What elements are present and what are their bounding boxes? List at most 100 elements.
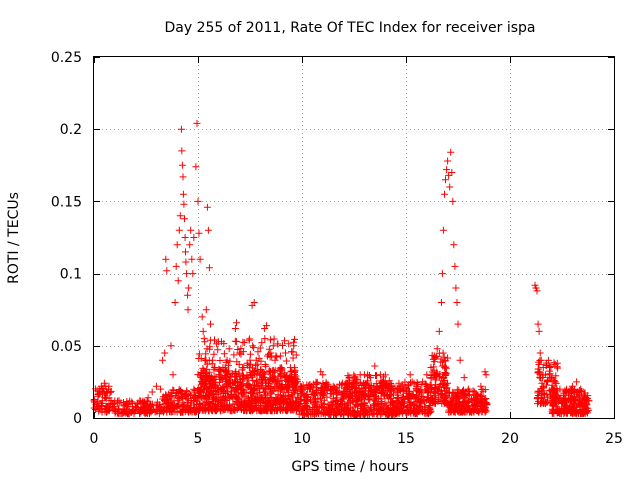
data-point (264, 377, 272, 385)
data-point (250, 381, 258, 389)
data-point (292, 351, 300, 359)
y-tick-label: 0 (73, 411, 82, 427)
data-point (116, 409, 124, 417)
data-point (269, 399, 277, 407)
data-point (267, 336, 274, 344)
data-point (181, 234, 189, 241)
data-point (177, 125, 185, 133)
data-point (236, 383, 244, 391)
data-point (176, 407, 184, 415)
data-point (249, 377, 257, 385)
data-point (535, 327, 543, 335)
data-point (193, 119, 201, 127)
data-point (194, 370, 202, 378)
y-tick-label: 0.2 (60, 122, 82, 138)
data-points (90, 119, 593, 419)
data-point (260, 397, 268, 405)
data-point (237, 402, 245, 410)
data-point (273, 353, 281, 361)
data-point (148, 388, 156, 396)
x-tick-label: 15 (397, 431, 415, 447)
data-point (211, 402, 219, 410)
data-point (169, 403, 177, 411)
data-point (270, 335, 278, 343)
data-point (454, 320, 462, 328)
data-point (281, 337, 288, 345)
tick-labels: 0 5 10 15 20 25 0 0.05 0.1 0.15 0.2 0.25 (51, 50, 623, 447)
data-point (205, 405, 213, 413)
data-point (460, 374, 468, 382)
data-point (250, 367, 258, 375)
data-point (202, 306, 210, 314)
data-point (236, 349, 244, 357)
data-point (240, 388, 247, 396)
data-point (225, 380, 232, 388)
data-point (250, 344, 258, 352)
data-point (269, 366, 277, 374)
data-point (232, 368, 240, 376)
data-point (185, 284, 193, 292)
data-point (291, 387, 299, 395)
data-point (261, 361, 269, 368)
data-point (103, 389, 111, 397)
data-point (175, 226, 183, 234)
data-point (195, 355, 203, 362)
data-point (440, 353, 448, 361)
data-point (187, 226, 195, 234)
data-point (237, 350, 245, 358)
data-point (94, 398, 102, 406)
data-point (182, 248, 189, 256)
data-point (231, 407, 239, 414)
data-point (218, 338, 225, 346)
data-point (214, 346, 222, 354)
data-point (290, 364, 298, 372)
data-point (208, 380, 216, 388)
data-point (231, 325, 239, 332)
data-point (299, 389, 307, 397)
data-point (255, 385, 263, 393)
data-point (280, 398, 288, 406)
data-point (178, 161, 186, 169)
data-point (439, 226, 447, 234)
x-tick-label: 5 (194, 431, 203, 447)
data-point (277, 384, 285, 392)
data-point (195, 229, 203, 237)
data-point (103, 405, 111, 413)
data-point (271, 356, 279, 364)
data-point (172, 262, 180, 270)
data-point (167, 342, 175, 350)
x-tick-label: 20 (501, 431, 519, 447)
data-point (221, 372, 229, 379)
data-point (435, 327, 443, 335)
data-point (281, 395, 289, 403)
data-point (220, 350, 228, 358)
data-point (278, 377, 286, 385)
data-point (243, 374, 251, 382)
data-point (205, 368, 213, 376)
data-point (287, 401, 295, 409)
data-point (248, 393, 256, 401)
data-point (220, 397, 228, 405)
data-point (249, 342, 257, 350)
data-point (173, 241, 181, 249)
data-point (551, 378, 559, 386)
data-point (227, 372, 235, 380)
data-point (205, 264, 213, 272)
data-point (178, 147, 186, 155)
data-point (293, 384, 301, 392)
data-point (205, 399, 213, 407)
data-point (143, 410, 151, 417)
data-point (256, 344, 264, 352)
data-point (244, 380, 252, 388)
data-point (276, 352, 284, 360)
data-point (184, 398, 192, 406)
x-tick-label: 0 (90, 431, 99, 447)
data-point (190, 385, 198, 393)
data-point (216, 357, 224, 364)
data-point (198, 313, 206, 321)
data-point (280, 385, 288, 393)
data-point (235, 360, 243, 368)
data-point (534, 320, 542, 328)
data-point (194, 405, 202, 413)
data-point (536, 349, 544, 357)
